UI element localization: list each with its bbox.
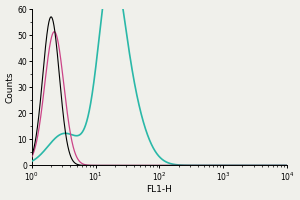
Y-axis label: Counts: Counts xyxy=(6,71,15,103)
X-axis label: FL1-H: FL1-H xyxy=(146,185,172,194)
